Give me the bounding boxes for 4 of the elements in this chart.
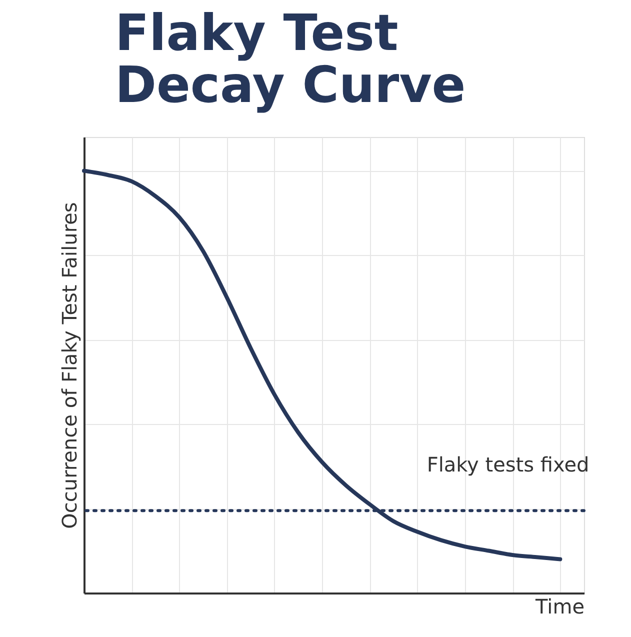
x-axis-title: Time xyxy=(534,594,584,618)
y-axis-title: Occurrence of Flaky Test Failures xyxy=(58,202,82,529)
chart-title: Flaky Test Decay Curve xyxy=(115,4,466,114)
ref-line-label: Flaky tests fixed xyxy=(426,452,590,477)
